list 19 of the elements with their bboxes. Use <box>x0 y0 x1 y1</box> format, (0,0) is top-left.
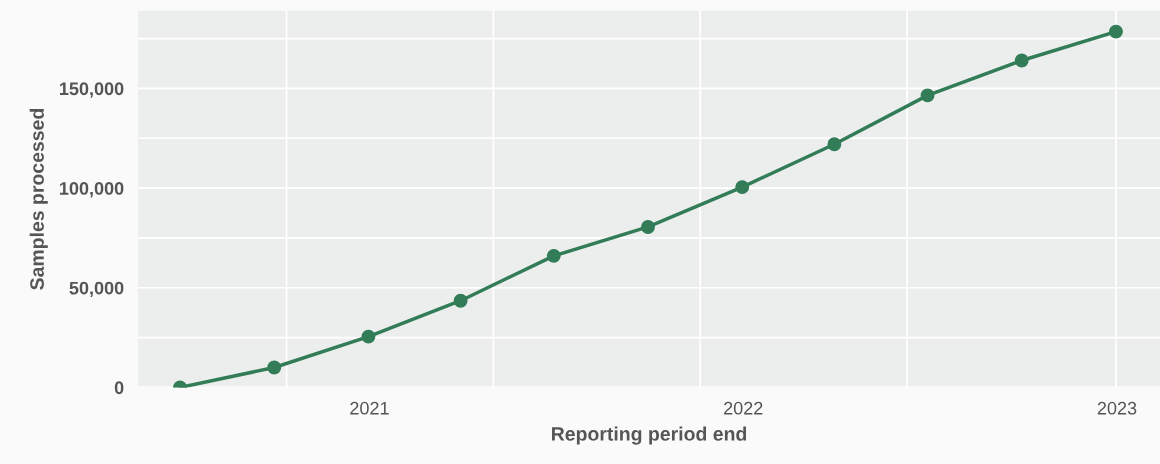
point <box>1014 53 1029 68</box>
point <box>827 137 842 152</box>
y-tick-label: 150,000 <box>60 82 124 98</box>
point <box>546 248 561 263</box>
point <box>453 293 468 308</box>
x-tick-label: 2021 <box>350 401 389 415</box>
y-tick-label: 0 <box>114 381 124 395</box>
point <box>641 220 655 234</box>
x-tick-label: 2023 <box>1097 401 1137 415</box>
y-axis-title: Samples processed <box>29 109 48 290</box>
point <box>267 360 282 375</box>
point <box>1109 24 1123 39</box>
point <box>361 329 376 344</box>
x-axis-title: Reporting period end <box>552 426 747 445</box>
x-tick-label: 2022 <box>724 401 763 415</box>
point <box>920 88 935 103</box>
y-tick-label: 100,000 <box>60 182 124 198</box>
point <box>735 180 750 195</box>
y-tick-label: 50,000 <box>69 281 124 298</box>
